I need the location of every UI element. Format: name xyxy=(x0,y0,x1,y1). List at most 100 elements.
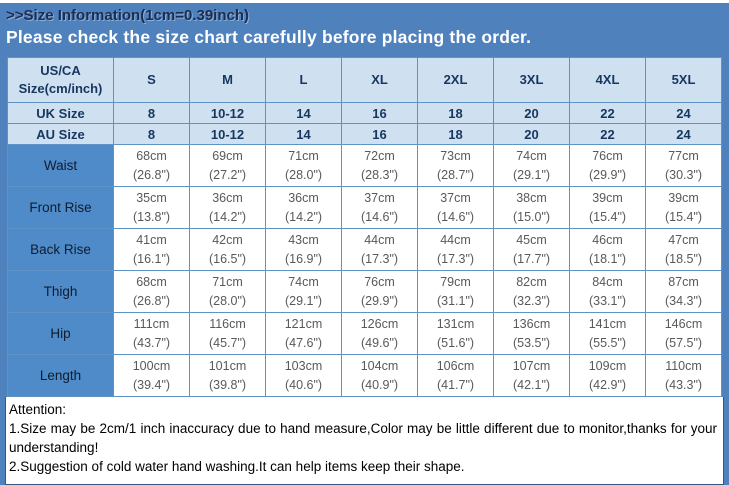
measurement-cell: 116cm (45.7") xyxy=(189,312,266,355)
size-column-header: L xyxy=(265,57,342,103)
cm-value: 38cm xyxy=(516,190,547,205)
cm-value: 35cm xyxy=(136,190,167,205)
cm-value: 36cm xyxy=(288,190,319,205)
inch-value: (28.0") xyxy=(208,293,247,308)
measurement-cell: 82cm (32.3") xyxy=(493,270,570,313)
measurement-row: Length 100cm (39.4") 101cm (39.8") 103cm (40.6… xyxy=(7,354,722,397)
cm-value: 116cm xyxy=(209,316,246,331)
cm-value: 68cm xyxy=(136,148,167,163)
measurement-cell: 43cm (16.9") xyxy=(265,228,342,271)
cm-value: 146cm xyxy=(664,316,703,331)
inch-value: (43.7") xyxy=(132,335,171,350)
cm-value: 121cm xyxy=(284,316,323,331)
inch-value: (14.6") xyxy=(436,209,475,224)
cm-value: 71cm xyxy=(212,274,243,289)
size-column-header: 4XL xyxy=(569,57,646,103)
measurement-row: Thigh 68cm (26.8") 71cm (28.0") 74cm (29.1") 76… xyxy=(7,270,722,313)
measurement-cell: 39cm (15.4") xyxy=(645,186,722,229)
inch-value: (39.8") xyxy=(208,377,247,392)
size-value-cell: 10-12 xyxy=(189,102,266,124)
measurement-cell: 72cm (28.3") xyxy=(341,144,418,187)
inch-value: (14.2") xyxy=(284,209,323,224)
measurement-cell: 141cm (55.5") xyxy=(569,312,646,355)
measurement-row: Back Rise 41cm (16.1") 42cm (16.5") 43cm (16.9… xyxy=(7,228,722,271)
inch-value: (18.5") xyxy=(664,251,703,266)
size-value-cell: 18 xyxy=(417,102,494,124)
measurement-cell: 79cm (31.1") xyxy=(417,270,494,313)
notes-heading: Attention: xyxy=(9,402,67,417)
corner-header: US/CA Size(cm/inch) xyxy=(7,57,114,103)
inch-value: (16.5") xyxy=(208,251,247,266)
measurement-cell: 126cm (49.6") xyxy=(341,312,418,355)
size-value-cell: 20 xyxy=(493,102,570,124)
inch-value: (17.3") xyxy=(436,251,475,266)
cm-value: 76cm xyxy=(364,274,395,289)
measurement-cell: 146cm (57.5") xyxy=(645,312,722,355)
inch-value: (51.6") xyxy=(436,335,475,350)
row-label: Waist xyxy=(7,144,114,187)
inch-value: (29.9") xyxy=(360,293,399,308)
measurement-cell: 68cm (26.8") xyxy=(113,144,190,187)
top-white-strip xyxy=(0,0,729,3)
measurement-cell: 107cm (42.1") xyxy=(493,354,570,397)
inch-value: (15.4") xyxy=(664,209,703,224)
cm-value: 47cm xyxy=(668,232,699,247)
note-line-2: 2.Suggestion of cold water hand washing.… xyxy=(9,459,465,475)
measurement-row: Hip 111cm (43.7") 116cm (45.7") 121cm (47.6") 1… xyxy=(7,312,722,355)
inch-value: (28.7") xyxy=(436,167,475,182)
inch-value: (53.5") xyxy=(512,335,551,350)
measurement-cell: 74cm (29.1") xyxy=(493,144,570,187)
inch-value: (14.2") xyxy=(208,209,247,224)
measurement-cell: 39cm (15.4") xyxy=(569,186,646,229)
measurement-cell: 106cm (41.7") xyxy=(417,354,494,397)
size-row: AU Size 8 10-12 14 16 18 20 22 24 xyxy=(7,123,722,145)
inch-value: (29.1") xyxy=(284,293,323,308)
measurement-cell: 37cm (14.6") xyxy=(341,186,418,229)
inch-value: (17.7") xyxy=(512,251,551,266)
inch-value: (15.0") xyxy=(512,209,551,224)
cm-value: 44cm xyxy=(364,232,395,247)
cm-value: 104cm xyxy=(360,358,399,373)
size-value-cell: 24 xyxy=(645,102,722,124)
size-chart-table: US/CA Size(cm/inch) S M L XL 2XL 3XL 4XL 5XL UK S… xyxy=(7,57,722,397)
row-label: Thigh xyxy=(7,270,114,313)
inch-value: (17.3") xyxy=(360,251,399,266)
size-value-cell: 14 xyxy=(265,123,342,145)
inch-value: (29.9") xyxy=(588,167,627,182)
measurement-cell: 110cm (43.3") xyxy=(645,354,722,397)
size-value-cell: 16 xyxy=(341,123,418,145)
cm-value: 72cm xyxy=(364,148,395,163)
measurement-cell: 41cm (16.1") xyxy=(113,228,190,271)
size-value-cell: 8 xyxy=(113,123,190,145)
measurement-cell: 45cm (17.7") xyxy=(493,228,570,271)
cm-value: 45cm xyxy=(516,232,547,247)
measurement-cell: 44cm (17.3") xyxy=(417,228,494,271)
cm-value: 74cm xyxy=(288,274,319,289)
measurement-cell: 103cm (40.6") xyxy=(265,354,342,397)
cm-value: 107cm xyxy=(512,358,551,373)
cm-value: 73cm xyxy=(440,148,471,163)
measurement-cell: 71cm (28.0") xyxy=(189,270,266,313)
cm-value: 84cm xyxy=(592,274,623,289)
cm-value: 41cm xyxy=(136,232,167,247)
inch-value: (47.6") xyxy=(284,335,323,350)
cm-value: 87cm xyxy=(668,274,699,289)
cm-value: 39cm xyxy=(668,190,699,205)
measurement-cell: 111cm (43.7") xyxy=(113,312,190,355)
measurement-cell: 87cm (34.3") xyxy=(645,270,722,313)
cm-value: 100cm xyxy=(132,358,171,373)
inch-value: (49.6") xyxy=(360,335,399,350)
measurement-cell: 36cm (14.2") xyxy=(265,186,342,229)
size-value-cell: 22 xyxy=(569,102,646,124)
measurement-row: Front Rise 35cm (13.8") 36cm (14.2") 36cm (14.… xyxy=(7,186,722,229)
size-column-header: M xyxy=(189,57,266,103)
measurement-cell: 109cm (42.9") xyxy=(569,354,646,397)
cm-value: 141cm xyxy=(588,316,627,331)
inch-value: (13.8") xyxy=(132,209,171,224)
size-value-cell: 10-12 xyxy=(189,123,266,145)
cm-value: 111cm xyxy=(133,316,170,331)
notes-box: Attention: 1.Size may be 2cm/1 inch inac… xyxy=(5,397,724,485)
inch-value: (45.7") xyxy=(208,335,247,350)
inch-value: (16.9") xyxy=(284,251,323,266)
inch-value: (30.3") xyxy=(664,167,703,182)
